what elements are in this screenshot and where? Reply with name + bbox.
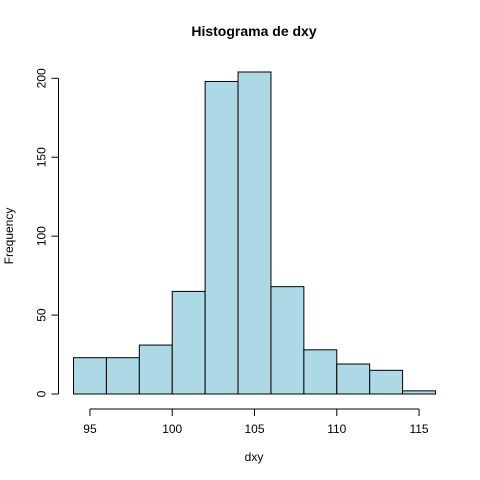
x-tick-label: 95 [83,422,97,436]
y-tick-label: 50 [35,308,49,322]
y-tick-label: 150 [35,147,49,167]
y-tick-label: 100 [35,226,49,246]
x-axis-label: dxy [245,450,264,464]
histogram-bar [402,390,437,395]
x-tick-label: 105 [244,422,264,436]
histogram-bar [237,71,272,395]
histogram-bar [270,286,305,395]
x-axis: 95 100 105 110 115 [83,408,429,436]
y-tick-label: 200 [35,68,49,88]
histogram-bar [336,363,371,395]
y-axis-label: Frequency [2,208,16,265]
histogram-bar [171,290,206,395]
histogram-bar [105,357,140,395]
histogram-bar [369,369,404,395]
histogram-bar [303,349,338,395]
histogram-bar [138,344,173,395]
histogram-bar [73,357,107,395]
histogram-bar [204,80,239,395]
y-tick-label: 0 [35,390,49,397]
y-axis: 0 50 100 150 200 [35,68,59,397]
x-tick-label: 100 [162,422,182,436]
x-tick-label: 115 [409,422,428,436]
chart-title: Histograma de dxy [191,23,316,39]
x-tick-label: 110 [327,422,346,436]
histogram-bars [73,71,437,395]
